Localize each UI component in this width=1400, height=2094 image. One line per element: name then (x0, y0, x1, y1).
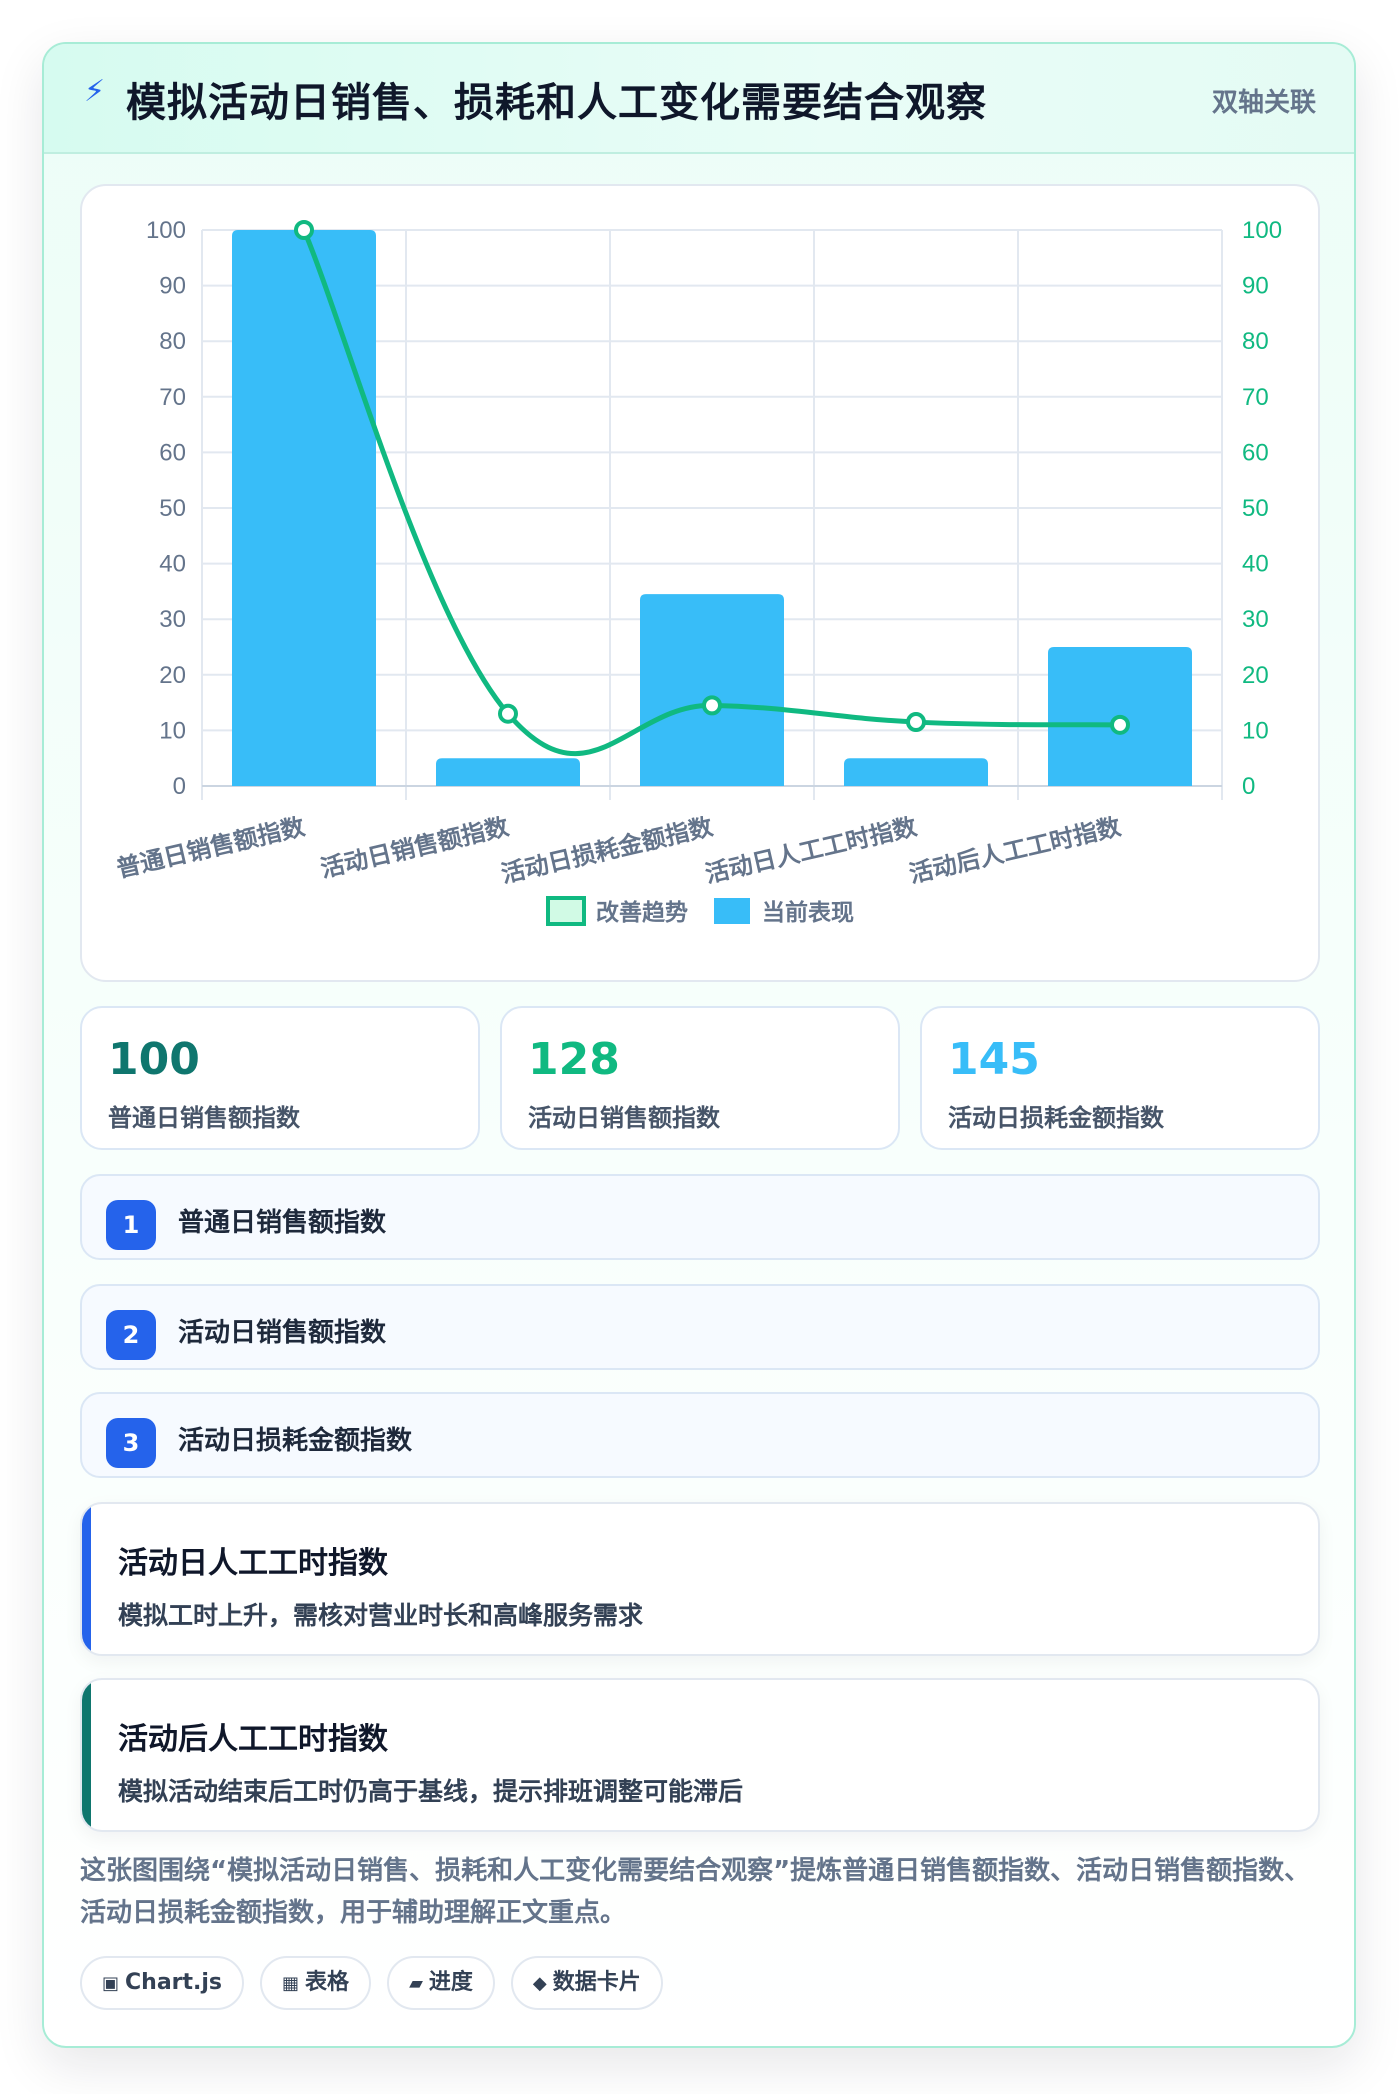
stat-label: 活动日销售额指数 (528, 1104, 720, 1132)
insight-title: 活动日人工工时指数 (118, 1546, 388, 1581)
y-tick-label: 0 (173, 773, 186, 800)
y-tick-label: 30 (159, 606, 186, 633)
insight-body: 模拟活动结束后工时仍高于基线，提示排班调整可能滞后 (118, 1777, 744, 1806)
step-item: 1 普通日销售额指数 (80, 1174, 1320, 1260)
stat-value: 145 (948, 1034, 1040, 1085)
insight-card: 活动后人工工时指数 模拟活动结束后工时仍高于基线，提示排班调整可能滞后 (80, 1678, 1320, 1832)
trend-point (1110, 714, 1130, 735)
step-label: 活动日损耗金额指数 (178, 1426, 413, 1456)
chart-icon: ▣ (102, 1973, 120, 1994)
stat-label: 活动日损耗金额指数 (948, 1104, 1164, 1132)
y2-tick-label: 10 (1242, 717, 1269, 744)
insight-card: 活动日人工工时指数 模拟工时上升，需核对营业时长和高峰服务需求 (80, 1502, 1320, 1656)
chip-label: 数据卡片 (552, 1970, 641, 1995)
y2-tick-label: 90 (1242, 273, 1269, 300)
legend-label: 改善趋势 (596, 899, 688, 925)
step-number-badge: 2 (106, 1310, 156, 1360)
chip-table[interactable]: ▦ 表格 (260, 1956, 372, 2010)
insight-title: 活动后人工工时指数 (118, 1722, 388, 1757)
step-item: 2 活动日销售额指数 (80, 1284, 1320, 1370)
bar (436, 758, 580, 786)
progress-icon: ▰ (409, 1973, 423, 1994)
card-header: ⚡ 模拟活动日销售、损耗和人工变化需要结合观察 双轴关联 (44, 44, 1354, 154)
step-label: 活动日销售额指数 (178, 1318, 387, 1348)
chart-summary: 这张图围绕“模拟活动日销售、损耗和人工变化需要结合观察”提炼普通日销售额指数、活… (80, 1856, 1311, 1928)
trend-line (301, 229, 1121, 756)
y-tick-label: 70 (159, 384, 186, 411)
bar (640, 594, 784, 786)
legend-label: 当前表现 (762, 899, 854, 925)
chip-label: Chart.js (125, 1970, 223, 1995)
insight-body: 模拟工时上升，需核对营业时长和高峰服务需求 (118, 1601, 644, 1630)
stat-card: 145 活动日损耗金额指数 (920, 1006, 1320, 1150)
x-tick-label: 活动日销售额指数 (318, 812, 512, 883)
card-icon: ◆ (532, 1973, 547, 1994)
y2-tick-label: 70 (1242, 384, 1269, 411)
y2-tick-label: 80 (1242, 328, 1269, 355)
trend-point (906, 712, 926, 733)
stat-label: 普通日销售额指数 (108, 1104, 300, 1132)
y2-tick-label: 40 (1242, 551, 1269, 578)
stat-card: 128 活动日销售额指数 (500, 1006, 900, 1150)
stat-value: 128 (528, 1034, 620, 1085)
x-tick-label: 活动后人工工时指数 (907, 813, 1125, 888)
y2-tick-label: 60 (1242, 439, 1269, 466)
step-label: 普通日销售额指数 (178, 1208, 387, 1238)
chart-card: ⚡ 模拟活动日销售、损耗和人工变化需要结合观察 双轴关联 0 0 10 10 20 20 3… (42, 42, 1356, 2048)
step-number-badge: 1 (106, 1200, 156, 1250)
x-tick-label: 活动日人工工时指数 (703, 813, 921, 888)
legend-swatch-trend (546, 896, 586, 926)
insight-accent-bar (82, 1680, 91, 1830)
lightning-icon: ⚡ (84, 74, 106, 109)
y-tick-label: 20 (159, 662, 186, 689)
stat-value: 100 (108, 1034, 200, 1085)
step-number-badge: 3 (106, 1418, 156, 1468)
trend-point (294, 220, 314, 240)
stat-card: 100 普通日销售额指数 (80, 1006, 480, 1150)
y2-tick-label: 20 (1242, 662, 1269, 689)
bar (844, 758, 988, 786)
page-title: 模拟活动日销售、损耗和人工变化需要结合观察 (126, 80, 987, 126)
chart-panel: 0 0 10 10 20 20 30 30 40 40 50 50 60 60 70 70 80 80 90 90 10… (80, 184, 1320, 982)
tech-chip-row: ▣ Chart.js ▦ 表格 ▰ 进度 ◆ 数据卡片 (80, 1956, 679, 2014)
chip-data-card[interactable]: ◆ 数据卡片 (510, 1956, 663, 2010)
y-tick-label: 100 (146, 217, 186, 244)
y-tick-label: 90 (159, 273, 186, 300)
y-tick-label: 80 (159, 328, 186, 355)
x-tick-label: 普通日销售额指数 (114, 812, 308, 883)
y-tick-label: 40 (159, 551, 186, 578)
trend-point (498, 703, 518, 724)
legend-swatch-bar (714, 898, 750, 924)
bar (232, 230, 376, 786)
y2-tick-label: 0 (1242, 773, 1255, 800)
y2-tick-label: 100 (1242, 217, 1282, 244)
combo-chart: 0 0 10 10 20 20 30 30 40 40 50 50 60 60 70 70 80 80 90 90 10… (114, 217, 1282, 926)
step-item: 3 活动日损耗金额指数 (80, 1392, 1320, 1478)
y2-tick-label: 30 (1242, 606, 1269, 633)
y-tick-label: 10 (159, 717, 186, 744)
x-tick-label: 活动日损耗金额指数 (499, 812, 717, 888)
chip-chartjs[interactable]: ▣ Chart.js (80, 1956, 245, 2010)
chip-label: 表格 (305, 1970, 350, 1995)
insight-accent-bar (82, 1504, 91, 1654)
table-icon: ▦ (282, 1973, 300, 1994)
chip-progress[interactable]: ▰ 进度 (387, 1956, 495, 2010)
y-tick-label: 60 (159, 439, 186, 466)
chip-label: 进度 (428, 1970, 473, 1995)
y-tick-label: 50 (159, 495, 186, 522)
dual-axis-tag: 双轴关联 (1211, 88, 1316, 118)
y2-tick-label: 50 (1242, 495, 1269, 522)
trend-point (702, 695, 722, 716)
